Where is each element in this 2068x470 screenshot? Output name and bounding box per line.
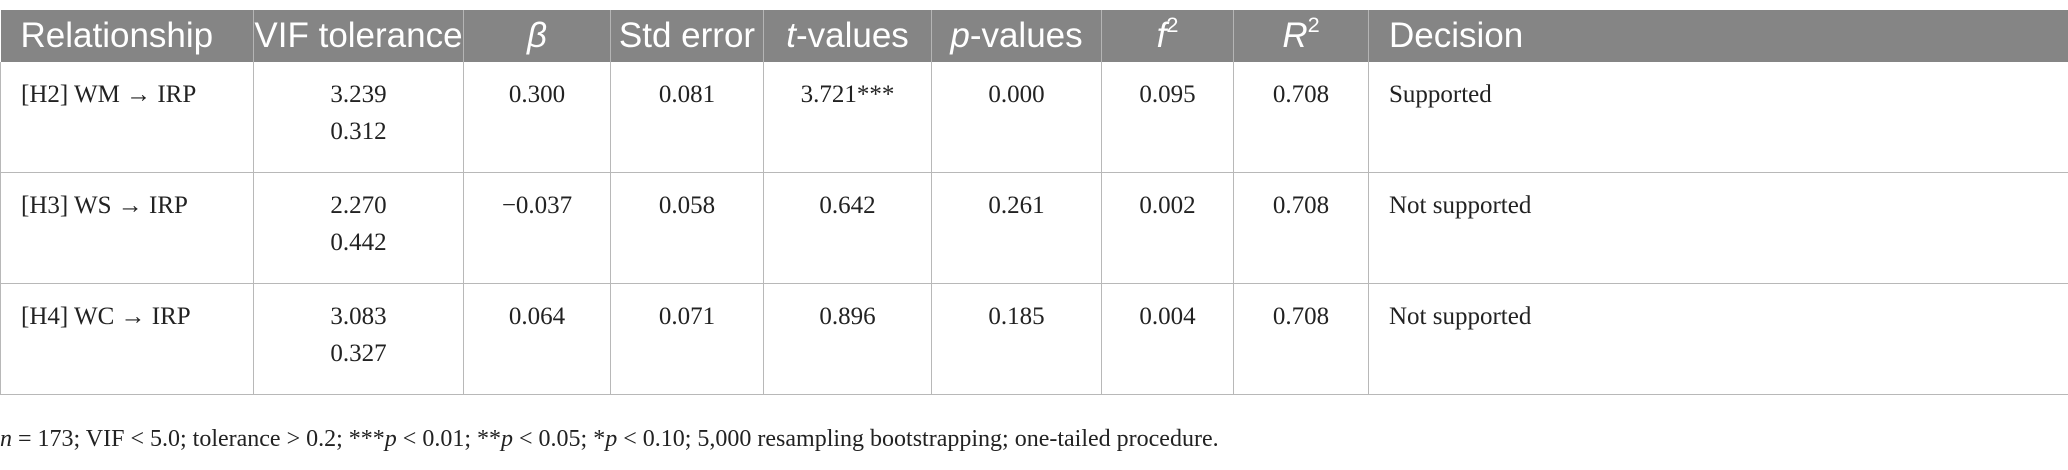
footnote-p-var: p: [501, 426, 513, 452]
cell-r2: 0.708: [1233, 62, 1369, 173]
header-t-values: t-values: [763, 10, 932, 62]
cell-std-error: 0.058: [610, 172, 764, 284]
cell-relationship: [H3] WS → IRP: [0, 172, 254, 284]
cell-f2: 0.002: [1101, 172, 1234, 284]
cell-tolerance: 0.312: [330, 118, 387, 145]
cell-p-value: 0.000: [931, 62, 1102, 173]
cell-t-value: 0.896: [763, 283, 932, 395]
header-r-sup: 2: [1307, 11, 1320, 37]
cell-tolerance: 0.327: [330, 340, 387, 367]
header-decision: Decision: [1368, 10, 2068, 62]
cell-decision: Not supported: [1368, 172, 2068, 284]
cell-r2: 0.708: [1233, 172, 1369, 284]
cell-p-value: 0.185: [931, 283, 1102, 395]
cell-vif-tolerance: 2.270 0.442: [253, 172, 464, 284]
table-row: [H3] WS → IRP 2.270 0.442 −0.037 0.058 0.…: [0, 172, 2068, 284]
cell-vif: 2.270: [330, 192, 387, 219]
table-header-row: Relationship VIF tolerance β Std error t…: [0, 10, 2068, 62]
footnote-p-var: p: [605, 426, 618, 452]
header-f-squared: f2: [1101, 10, 1234, 62]
header-p-rest: -values: [969, 16, 1083, 55]
header-f-var: f: [1156, 16, 1167, 55]
footnote-n-var: n: [0, 426, 12, 452]
cell-f2: 0.095: [1101, 62, 1234, 173]
cell-std-error: 0.081: [610, 62, 764, 173]
cell-std-error: 0.071: [610, 283, 764, 395]
cell-vif-tolerance: 3.083 0.327: [253, 283, 464, 395]
cell-t-value: 0.642: [763, 172, 932, 284]
header-t-rest: -values: [795, 16, 909, 55]
footnote-text: < 0.01; **: [396, 426, 501, 452]
header-f-sup: 2: [1166, 11, 1179, 37]
header-relationship: Relationship: [0, 10, 254, 62]
cell-relationship: [H2] WM → IRP: [0, 62, 254, 173]
cell-beta: 0.300: [463, 62, 611, 173]
header-r-squared: R2: [1233, 10, 1369, 62]
cell-decision: Supported: [1368, 62, 2068, 173]
footnote-p-var: p: [384, 426, 397, 452]
cell-t-value: 3.721***: [763, 62, 932, 173]
cell-f2: 0.004: [1101, 283, 1234, 395]
header-vif-tolerance: VIF tolerance: [253, 10, 464, 62]
header-p-var: p: [950, 16, 970, 55]
cell-vif-tolerance: 3.239 0.312: [253, 62, 464, 173]
table-footnote: n = 173; VIF < 5.0; tolerance > 0.2; ***…: [0, 426, 1219, 453]
cell-relationship: [H4] WC → IRP: [0, 283, 254, 395]
header-beta: β: [463, 10, 611, 62]
footnote-text: = 173; VIF < 5.0; tolerance > 0.2; ***: [12, 426, 385, 452]
results-table: Relationship VIF tolerance β Std error t…: [0, 10, 2068, 395]
cell-r2: 0.708: [1233, 283, 1369, 395]
cell-beta: −0.037: [463, 172, 611, 284]
table-row: [H4] WC → IRP 3.083 0.327 0.064 0.071 0.8…: [0, 283, 2068, 395]
header-std-error: Std error: [610, 10, 764, 62]
cell-beta: 0.064: [463, 283, 611, 395]
cell-vif: 3.083: [330, 303, 387, 330]
cell-tolerance: 0.442: [330, 229, 387, 256]
cell-p-value: 0.261: [931, 172, 1102, 284]
footnote-text: < 0.10; 5,000 resampling bootstrapping; …: [617, 426, 1219, 452]
header-r-var: R: [1282, 16, 1308, 55]
table-row: [H2] WM → IRP 3.239 0.312 0.300 0.081 3.7…: [0, 62, 2068, 173]
header-p-values: p-values: [931, 10, 1102, 62]
header-t-var: t: [786, 16, 796, 55]
footnote-text: < 0.05; *: [513, 426, 606, 452]
cell-decision: Not supported: [1368, 283, 2068, 395]
cell-vif: 3.239: [330, 81, 387, 108]
